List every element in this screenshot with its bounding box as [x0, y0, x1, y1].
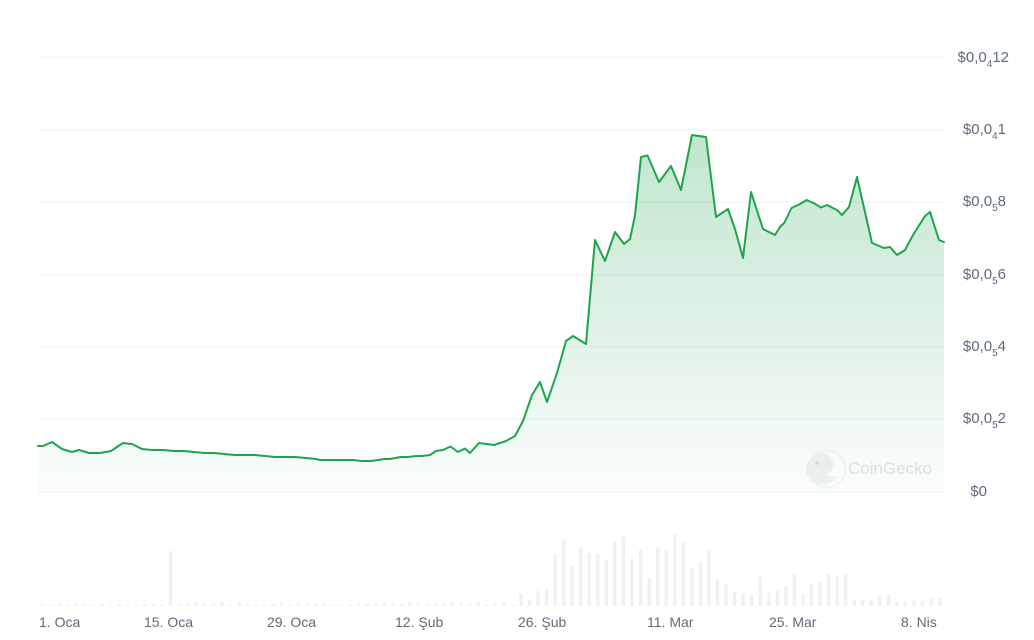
- svg-text:CoinGecko: CoinGecko: [848, 459, 932, 478]
